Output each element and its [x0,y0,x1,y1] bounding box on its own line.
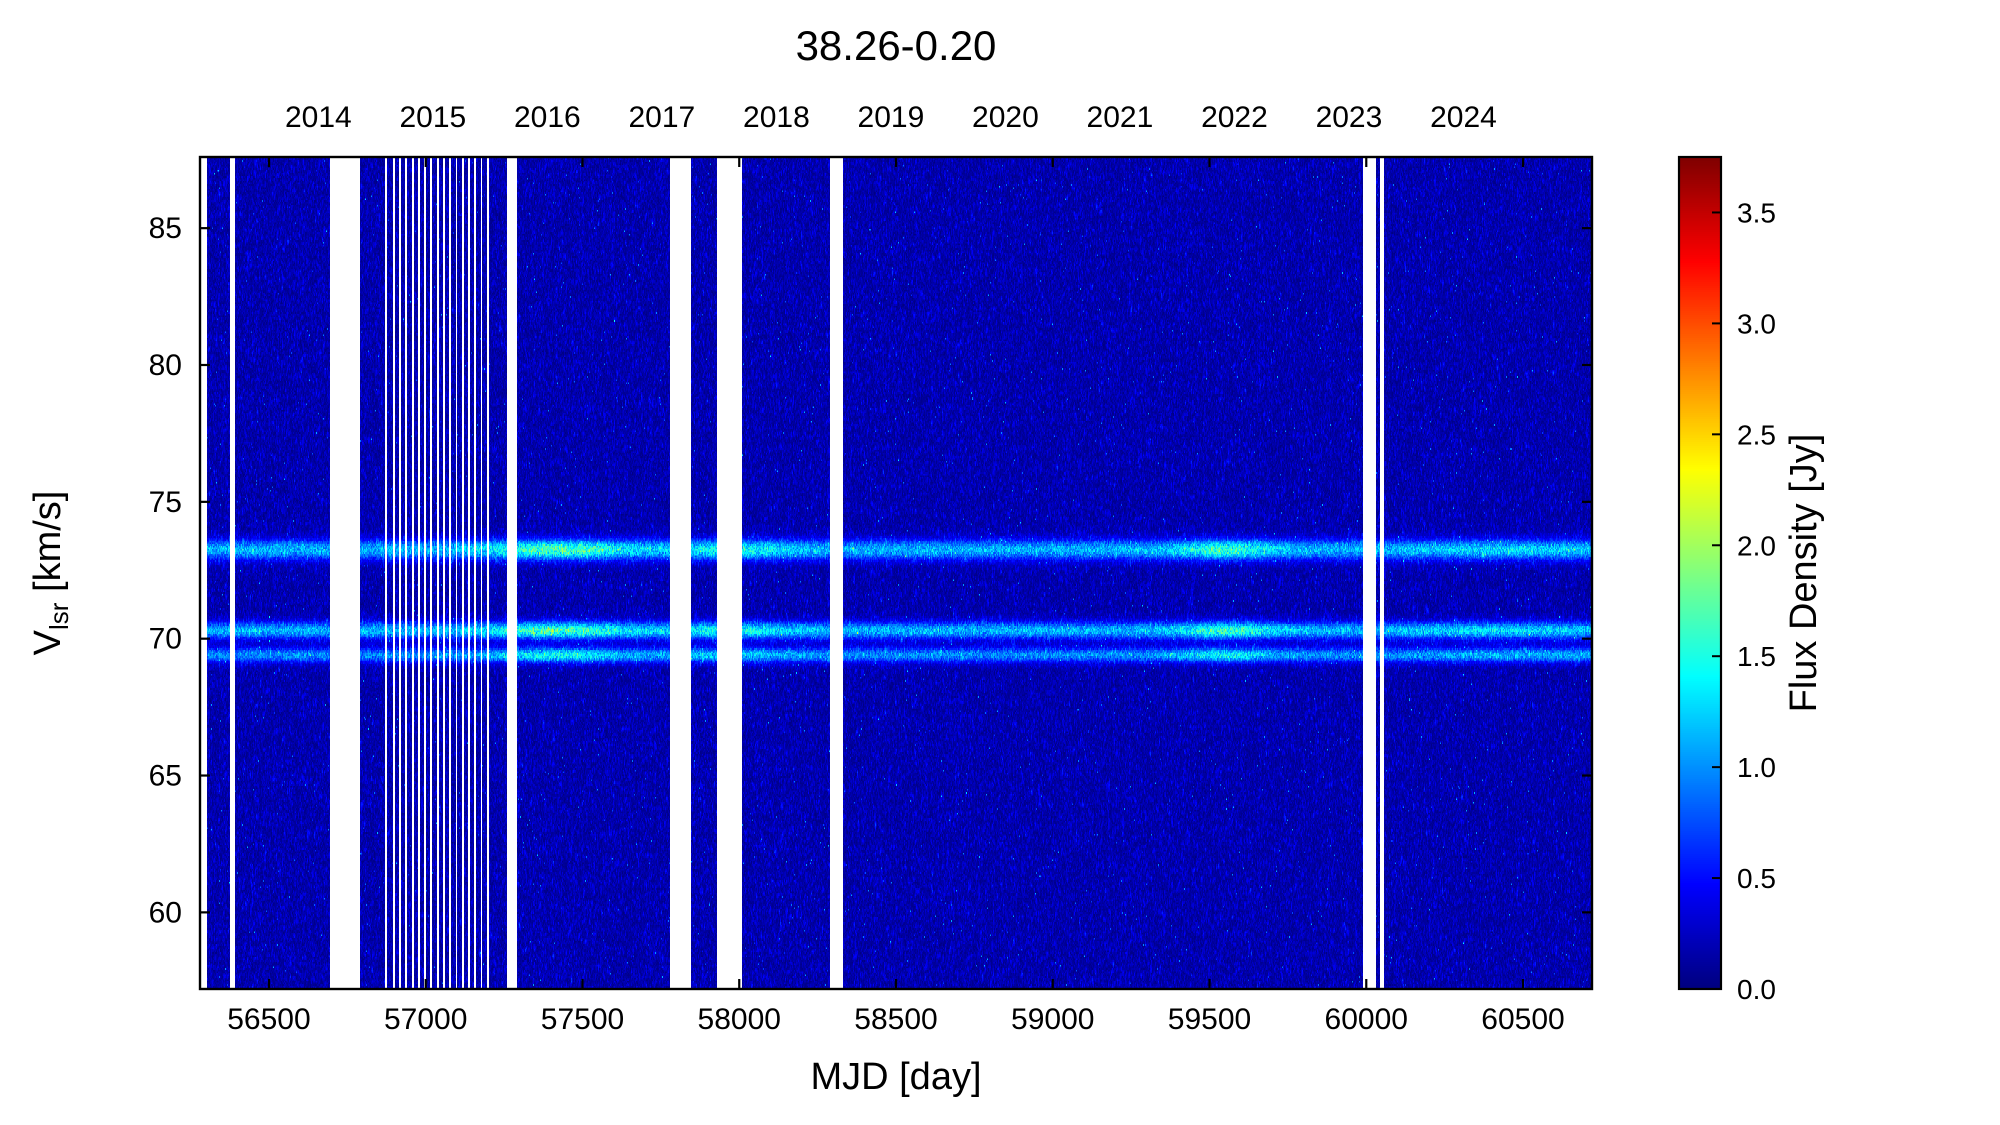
svg-text:2.5: 2.5 [1737,419,1776,450]
svg-text:85: 85 [149,212,182,245]
svg-text:2016: 2016 [514,101,581,134]
svg-text:MJD [day]: MJD [day] [810,1056,981,1098]
svg-text:57000: 57000 [384,1003,467,1036]
svg-text:2015: 2015 [399,101,466,134]
svg-text:2019: 2019 [858,101,925,134]
svg-text:59000: 59000 [1011,1003,1094,1036]
svg-text:70: 70 [149,623,182,656]
svg-text:0.0: 0.0 [1737,974,1776,1005]
svg-text:2018: 2018 [743,101,810,134]
svg-text:60000: 60000 [1325,1003,1408,1036]
svg-text:2021: 2021 [1087,101,1154,134]
svg-text:1.0: 1.0 [1737,752,1776,783]
svg-text:57500: 57500 [541,1003,624,1036]
svg-text:2.0: 2.0 [1737,530,1776,561]
svg-text:Flux Density [Jy]: Flux Density [Jy] [1783,434,1825,713]
svg-text:60500: 60500 [1481,1003,1564,1036]
svg-text:3.0: 3.0 [1737,308,1776,339]
svg-text:56500: 56500 [227,1003,310,1036]
svg-text:80: 80 [149,349,182,382]
svg-text:59500: 59500 [1168,1003,1251,1036]
svg-text:58500: 58500 [854,1003,937,1036]
svg-text:1.5: 1.5 [1737,641,1776,672]
svg-text:2022: 2022 [1201,101,1268,134]
svg-text:2023: 2023 [1316,101,1383,134]
svg-text:2014: 2014 [285,101,352,134]
svg-text:2017: 2017 [629,101,696,134]
svg-text:2020: 2020 [972,101,1039,134]
svg-text:75: 75 [149,486,182,519]
svg-text:2024: 2024 [1430,101,1497,134]
svg-text:0.5: 0.5 [1737,863,1776,894]
svg-text:58000: 58000 [698,1003,781,1036]
svg-text:3.5: 3.5 [1737,197,1776,228]
svg-text:65: 65 [149,760,182,793]
svg-text:Vlsr [km/s]: Vlsr [km/s] [27,491,74,656]
svg-text:60: 60 [149,896,182,929]
svg-text:38.26-0.20: 38.26-0.20 [796,22,997,69]
